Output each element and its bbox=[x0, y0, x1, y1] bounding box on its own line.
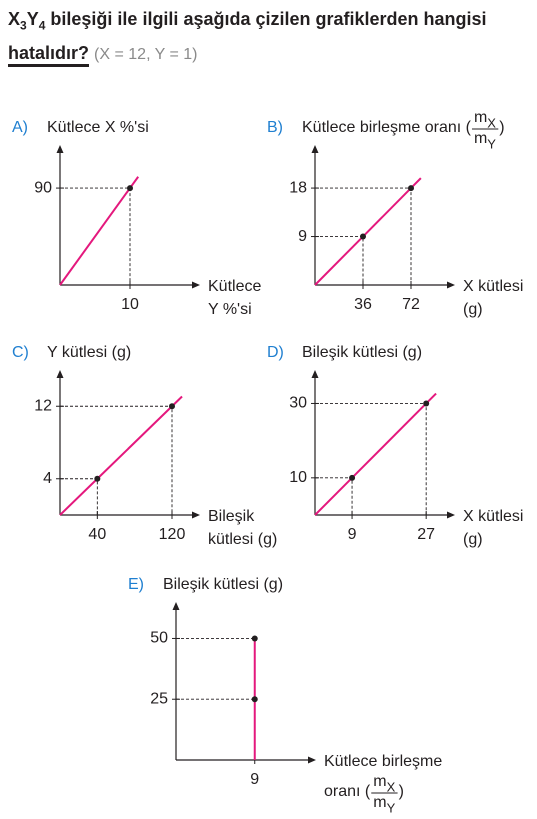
y-axis-label: Kütlece birleşme oranı ( bbox=[302, 119, 472, 136]
x-arrow bbox=[447, 511, 455, 519]
x-axis-label: Bileşik bbox=[208, 508, 255, 525]
y-axis-label-end: ) bbox=[499, 119, 504, 136]
formula-part: X bbox=[8, 9, 21, 29]
x-tick-label: 10 bbox=[121, 296, 139, 313]
x-axis-label: (g) bbox=[463, 301, 483, 318]
ratio: m Xm Y bbox=[371, 773, 398, 815]
data-point bbox=[408, 185, 414, 192]
question-note: (X = 12, Y = 1) bbox=[94, 45, 198, 63]
y-tick-label: 4 bbox=[43, 470, 52, 487]
y-axis-label: Bileşik kütlesi (g) bbox=[302, 344, 422, 361]
x-axis-label: oranı ( bbox=[324, 783, 371, 800]
y-arrow bbox=[311, 145, 319, 153]
ratio-part: m bbox=[474, 109, 487, 126]
y-axis-label: Kütlece X %'si bbox=[47, 119, 149, 136]
x-axis-label: (g) bbox=[463, 531, 483, 548]
ratio-part: m bbox=[474, 130, 487, 147]
x-arrow bbox=[308, 756, 316, 764]
ratio-sub: X bbox=[487, 115, 496, 130]
guide-line bbox=[176, 698, 256, 760]
data-point bbox=[169, 403, 175, 410]
question-emphasis: hatalıdır? bbox=[8, 42, 90, 67]
x-tick-label: 9 bbox=[250, 771, 259, 788]
ratio-sub: X bbox=[387, 779, 396, 794]
x-axis-label: Kütlece bbox=[208, 278, 261, 295]
ratio-sub: Y bbox=[487, 136, 496, 151]
data-line bbox=[314, 402, 427, 516]
x-tick-label: 27 bbox=[417, 526, 435, 543]
x-tick-label: 9 bbox=[348, 526, 357, 543]
x-axis-label: Kütlece birleşme bbox=[324, 753, 442, 770]
ratio: m Xm Y bbox=[471, 109, 499, 151]
question-text: bileşiği ile ilgili aşağıda çizilen graf… bbox=[45, 9, 487, 29]
data-line bbox=[59, 405, 173, 516]
y-tick-label: 12 bbox=[34, 397, 52, 414]
y-tick-label: 18 bbox=[289, 179, 307, 196]
option-label: B) bbox=[267, 119, 283, 136]
option-label: D) bbox=[267, 344, 284, 361]
x-arrow bbox=[447, 281, 455, 289]
x-axis-label: kütlesi (g) bbox=[208, 531, 277, 548]
y-axis-label: Y kütlesi (g) bbox=[47, 344, 131, 361]
x-tick-label: 36 bbox=[354, 296, 372, 313]
ratio-sub: Y bbox=[387, 800, 396, 815]
formula-part: Y bbox=[26, 9, 39, 29]
formula: X3Y4 bbox=[8, 9, 45, 33]
question: X3Y4 bileşiği ile ilgili aşağıda çizilen… bbox=[8, 6, 533, 68]
guide-line bbox=[176, 638, 256, 760]
x-tick-label: 40 bbox=[88, 526, 106, 543]
x-arrow bbox=[192, 511, 200, 519]
y-tick-label: 30 bbox=[289, 395, 307, 412]
y-arrow bbox=[56, 370, 64, 378]
y-tick-label: 90 bbox=[34, 179, 52, 196]
data-line bbox=[59, 187, 131, 286]
data-point bbox=[127, 185, 133, 192]
y-arrow bbox=[172, 602, 180, 610]
x-axis-label: X kütlesi bbox=[463, 508, 523, 525]
x-axis-label-end: ) bbox=[399, 783, 404, 800]
ratio-part: m bbox=[373, 794, 386, 811]
data-point bbox=[251, 635, 258, 642]
formula-sub: 3 bbox=[20, 18, 27, 33]
x-axis-label: Y %'si bbox=[208, 301, 252, 318]
data-point bbox=[251, 696, 258, 703]
x-arrow bbox=[192, 281, 200, 289]
y-arrow bbox=[56, 145, 64, 153]
x-tick-label: 120 bbox=[159, 526, 186, 543]
y-tick-label: 9 bbox=[298, 228, 307, 245]
option-label: A) bbox=[12, 119, 28, 136]
y-axis-label: Bileşik kütlesi (g) bbox=[163, 576, 283, 593]
option-label: C) bbox=[12, 344, 29, 361]
y-tick-label: 25 bbox=[150, 690, 168, 707]
data-point bbox=[349, 474, 356, 481]
ratio-part: m bbox=[373, 773, 386, 790]
data-point bbox=[360, 233, 366, 240]
y-arrow bbox=[311, 370, 319, 378]
formula-sub: 4 bbox=[38, 18, 46, 33]
data-point bbox=[94, 475, 101, 482]
data-point bbox=[423, 400, 430, 407]
x-tick-label: 72 bbox=[402, 296, 420, 313]
y-tick-label: 10 bbox=[289, 469, 307, 486]
y-tick-label: 50 bbox=[150, 630, 168, 647]
option-label: E) bbox=[128, 576, 144, 593]
x-axis-label: X kütlesi bbox=[463, 278, 523, 295]
